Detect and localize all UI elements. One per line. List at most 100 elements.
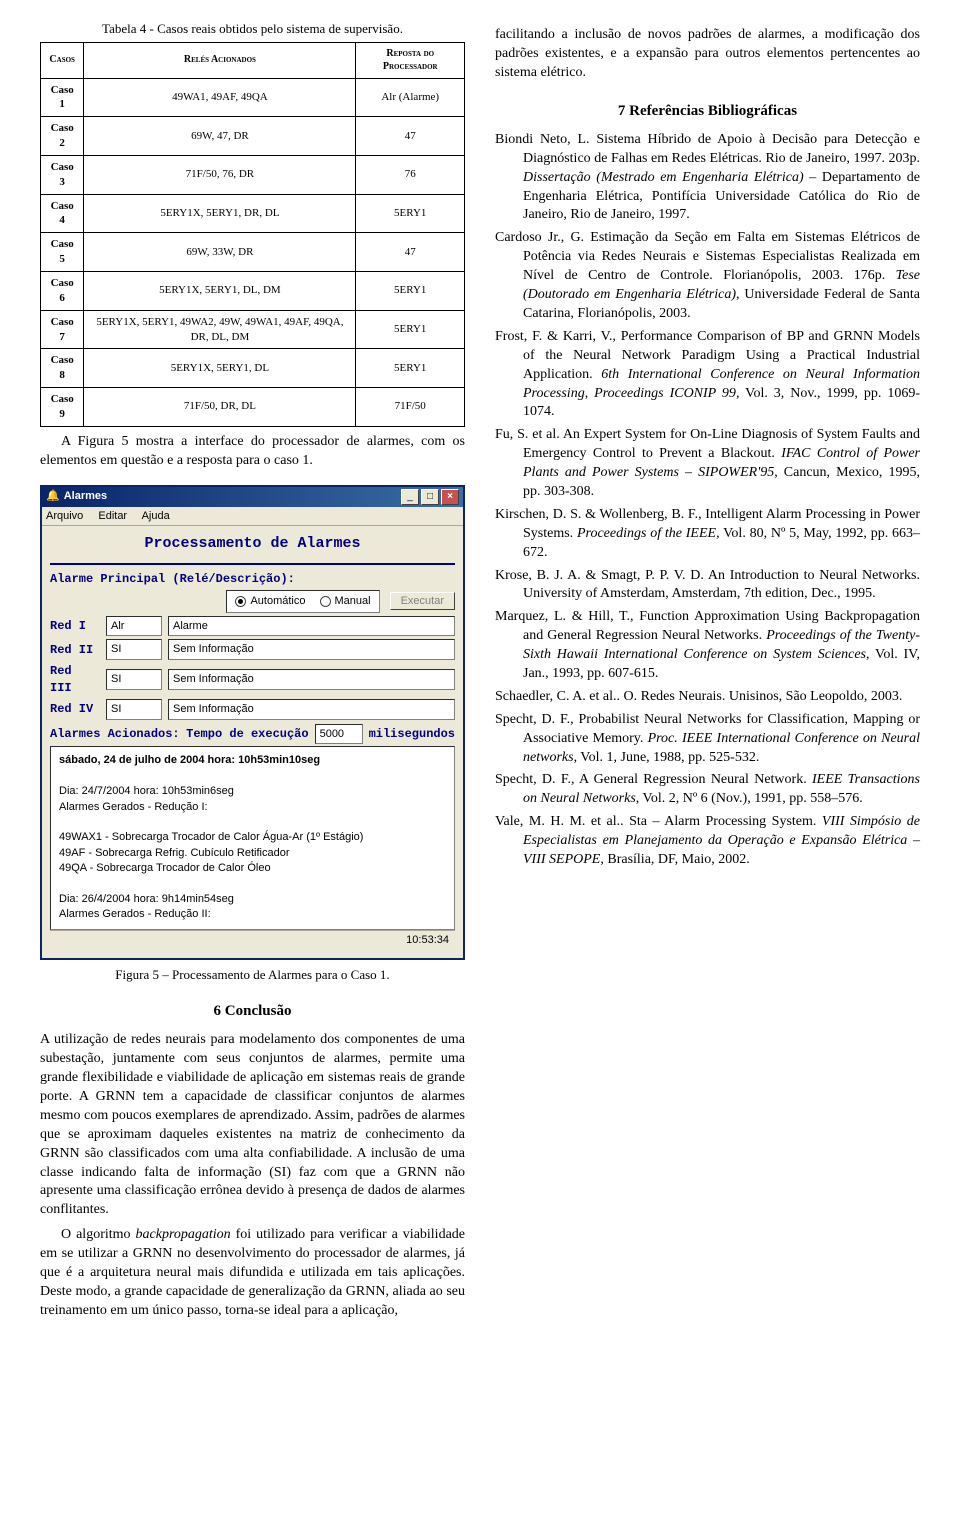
reference-item: Biondi Neto, L. Sistema Híbrido de Apoio… xyxy=(495,131,920,225)
table-cell: 5ERY1 xyxy=(356,349,465,388)
titlebar[interactable]: 🔔 Alarmes _ □ × xyxy=(42,487,463,507)
reference-item: Fu, S. et al. An Expert System for On-Li… xyxy=(495,426,920,502)
output-line xyxy=(59,769,446,784)
radio-auto-label: Automático xyxy=(250,594,305,609)
table-row: Caso 971F/50, DR, DL71F/50 xyxy=(41,388,465,427)
output-line xyxy=(59,815,446,830)
p-after-table: A Figura 5 mostra a interface do process… xyxy=(40,433,465,471)
menu-arquivo[interactable]: Arquivo xyxy=(46,510,83,522)
table-cases: Casos Relés Acionados Reposta do Process… xyxy=(40,42,465,427)
radio-manual-label: Manual xyxy=(335,594,371,609)
statusbar: 10:53:34 xyxy=(50,930,455,950)
radio-automatico[interactable]: Automático xyxy=(235,594,305,609)
table-cell: 76 xyxy=(356,155,465,194)
table-cell: 5ERY1X, 5ERY1, DL, DM xyxy=(84,271,356,310)
table-cell: Alr (Alarme) xyxy=(356,78,465,117)
menu-ajuda[interactable]: Ajuda xyxy=(142,510,170,522)
maximize-button[interactable]: □ xyxy=(421,489,439,505)
reference-item: Vale, M. H. M. et al.. Sta – Alarm Proce… xyxy=(495,813,920,870)
principal-label: Alarme Principal (Relé/Descrição): xyxy=(50,571,295,587)
table-cell: 5ERY1X, 5ERY1, DR, DL xyxy=(84,194,356,233)
menu-editar[interactable]: Editar xyxy=(98,510,127,522)
table-cell: Caso 1 xyxy=(41,78,84,117)
th-reposta: Reposta do Processador xyxy=(356,42,465,78)
divider xyxy=(50,563,455,565)
output-line xyxy=(59,877,446,892)
app-icon: 🔔 xyxy=(46,489,60,504)
table-cell: Caso 3 xyxy=(41,155,84,194)
table-row: Caso 45ERY1X, 5ERY1, DR, DL5ERY1 xyxy=(41,194,465,233)
table-cell: 69W, 47, DR xyxy=(84,117,356,156)
output-line: Dia: 26/4/2004 hora: 9h14min54seg xyxy=(59,892,446,907)
field-label: Red I xyxy=(50,618,100,634)
field-short-input[interactable]: SI xyxy=(106,639,162,660)
table-cell: 71F/50 xyxy=(356,388,465,427)
output-line: Alarmes Gerados - Redução II: xyxy=(59,907,446,922)
field-label: Red II xyxy=(50,642,100,658)
output-line: sábado, 24 de julho de 2004 hora: 10h53m… xyxy=(59,753,446,768)
panel: Processamento de Alarmes Alarme Principa… xyxy=(42,526,463,957)
table-cell: 5ERY1X, 5ERY1, 49WA2, 49W, 49WA1, 49AF, … xyxy=(84,310,356,349)
menubar: Arquivo Editar Ajuda xyxy=(42,507,463,527)
tempo-label: Tempo de execução xyxy=(186,726,308,742)
executar-button[interactable]: Executar xyxy=(390,592,455,610)
output-line: 49QA - Sobrecarga Trocador de Calor Óleo xyxy=(59,861,446,876)
minimize-button[interactable]: _ xyxy=(401,489,419,505)
field-label: Red III xyxy=(50,663,100,695)
field-row: Red II SI Sem Informação xyxy=(50,639,455,660)
output-line: 49WAX1 - Sobrecarga Trocador de Calor Ág… xyxy=(59,830,446,845)
field-long-input[interactable]: Sem Informação xyxy=(168,699,455,720)
reference-item: Specht, D. F., Probabilist Neural Networ… xyxy=(495,711,920,768)
table-cell: Caso 4 xyxy=(41,194,84,233)
close-button[interactable]: × xyxy=(441,489,459,505)
output-line: 49AF - Sobrecarga Refrig. Cubículo Retif… xyxy=(59,846,446,861)
table-row: Caso 269W, 47, DR47 xyxy=(41,117,465,156)
window-title: Alarmes xyxy=(60,489,401,504)
field-row: Red IV SI Sem Informação xyxy=(50,699,455,720)
table-cell: Caso 2 xyxy=(41,117,84,156)
output-textarea[interactable]: sábado, 24 de julho de 2004 hora: 10h53m… xyxy=(50,746,455,929)
table-row: Caso 371F/50, 76, DR76 xyxy=(41,155,465,194)
table-cell: Caso 9 xyxy=(41,388,84,427)
field-short-input[interactable]: SI xyxy=(106,669,162,690)
right-column: facilitando a inclusão de novos padrões … xyxy=(495,20,920,1321)
th-casos: Casos xyxy=(41,42,84,78)
table-cell: Caso 5 xyxy=(41,233,84,272)
reference-item: Cardoso Jr., G. Estimação da Seção em Fa… xyxy=(495,229,920,323)
reference-item: Schaedler, C. A. et al.. O. Redes Neurai… xyxy=(495,688,920,707)
p-conc-2b: backpropagation xyxy=(136,1227,231,1242)
reference-item: Marquez, L. & Hill, T., Function Approxi… xyxy=(495,608,920,684)
reference-item: Krose, B. J. A. & Smagt, P. P. V. D. An … xyxy=(495,567,920,605)
mode-radio-group: Automático Manual xyxy=(226,590,379,613)
p-right-top: facilitando a inclusão de novos padrões … xyxy=(495,26,920,83)
field-short-input[interactable]: SI xyxy=(106,699,162,720)
field-long-input[interactable]: Alarme xyxy=(168,616,455,637)
table-cell: 5ERY1 xyxy=(356,310,465,349)
table-cell: Caso 6 xyxy=(41,271,84,310)
table-caption: Tabela 4 - Casos reais obtidos pelo sist… xyxy=(40,20,465,38)
output-line: Dia: 24/7/2004 hora: 10h53min6seg xyxy=(59,784,446,799)
radio-manual[interactable]: Manual xyxy=(320,594,371,609)
field-long-input[interactable]: Sem Informação xyxy=(168,669,455,690)
table-row: Caso 569W, 33W, DR47 xyxy=(41,233,465,272)
table-cell: Caso 8 xyxy=(41,349,84,388)
app-window: 🔔 Alarmes _ □ × Arquivo Editar Ajuda Pro… xyxy=(40,485,465,960)
table-cell: 71F/50, DR, DL xyxy=(84,388,356,427)
field-short-input[interactable]: Alr xyxy=(106,616,162,637)
table-row: Caso 75ERY1X, 5ERY1, 49WA2, 49W, 49WA1, … xyxy=(41,310,465,349)
reference-item: Frost, F. & Karri, V., Performance Compa… xyxy=(495,328,920,422)
field-label: Red IV xyxy=(50,701,100,717)
reference-item: Specht, D. F., A General Regression Neur… xyxy=(495,771,920,809)
section-7-title: 7 Referências Bibliográficas xyxy=(495,101,920,121)
tempo-unit: milisegundos xyxy=(369,726,455,742)
table-cell: 5ERY1 xyxy=(356,271,465,310)
p-conclusion-1: A utilização de redes neurais para model… xyxy=(40,1031,465,1220)
table-cell: 69W, 33W, DR xyxy=(84,233,356,272)
field-long-input[interactable]: Sem Informação xyxy=(168,639,455,660)
tempo-value[interactable]: 5000 xyxy=(315,724,363,745)
figure-caption: Figura 5 – Processamento de Alarmes para… xyxy=(40,966,465,984)
table-cell: 5ERY1X, 5ERY1, DL xyxy=(84,349,356,388)
table-row: Caso 149WA1, 49AF, 49QAAlr (Alarme) xyxy=(41,78,465,117)
reference-item: Kirschen, D. S. & Wollenberg, B. F., Int… xyxy=(495,506,920,563)
field-row: Red I Alr Alarme xyxy=(50,616,455,637)
